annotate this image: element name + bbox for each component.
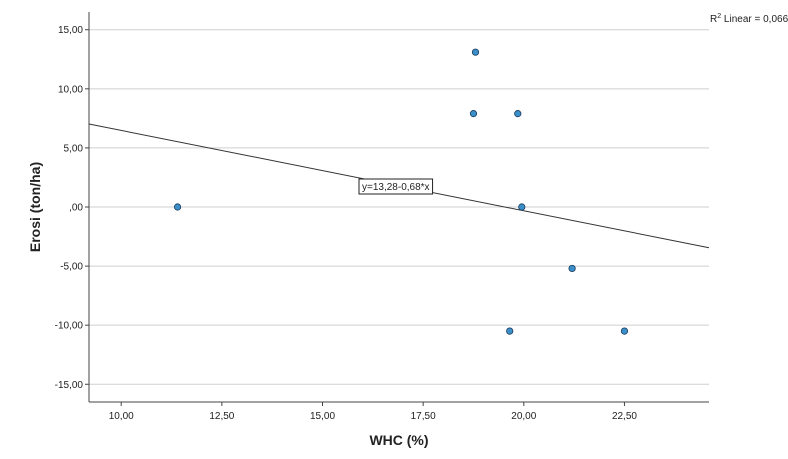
y-tick-label: -10,00 <box>55 321 84 332</box>
data-points <box>173 48 629 335</box>
x-tick-label: 15,00 <box>310 411 335 422</box>
y-tick-label: -15,00 <box>55 380 84 391</box>
tick-labels: 15,00 10,00 5,00 ,00 -5,00 -10,00 -15,00 10,00 1… <box>55 25 638 422</box>
r2-superscript: 2 <box>717 13 721 20</box>
r2-text: Linear = 0,066 <box>721 14 788 25</box>
r2-annotation: R2 Linear = 0,066 <box>710 13 788 25</box>
gridlines <box>89 29 709 385</box>
data-point <box>471 48 480 56</box>
x-tick-label: 17,50 <box>411 411 436 422</box>
x-tick-label: 20,00 <box>511 411 536 422</box>
data-point <box>506 327 514 335</box>
fit-equation-text: y=13,28-0,68*x <box>362 182 430 193</box>
y-tick-label: 15,00 <box>58 25 83 36</box>
x-axis-label: WHC (%) <box>369 432 428 448</box>
data-point <box>518 203 526 211</box>
y-tick-label: ,00 <box>69 203 83 214</box>
data-point <box>514 110 522 118</box>
y-tick-label: 10,00 <box>58 84 83 95</box>
fit-equation-box <box>358 178 434 195</box>
data-point <box>469 110 478 118</box>
x-tick-label: 12,50 <box>209 411 234 422</box>
x-tick-label: 10,00 <box>109 411 134 422</box>
axes <box>85 12 709 406</box>
fit-equation-label: y=13,28-0,68*x <box>358 178 434 195</box>
y-axis-label: Erosi (ton/ha) <box>27 162 43 252</box>
y-tick-label: 5,00 <box>64 143 84 154</box>
y-tick-label: -5,00 <box>60 262 83 273</box>
data-point <box>568 264 576 273</box>
data-point <box>173 203 182 211</box>
data-point <box>620 327 629 335</box>
x-tick-label: 22,50 <box>612 411 637 422</box>
r2-prefix: R <box>710 14 717 25</box>
